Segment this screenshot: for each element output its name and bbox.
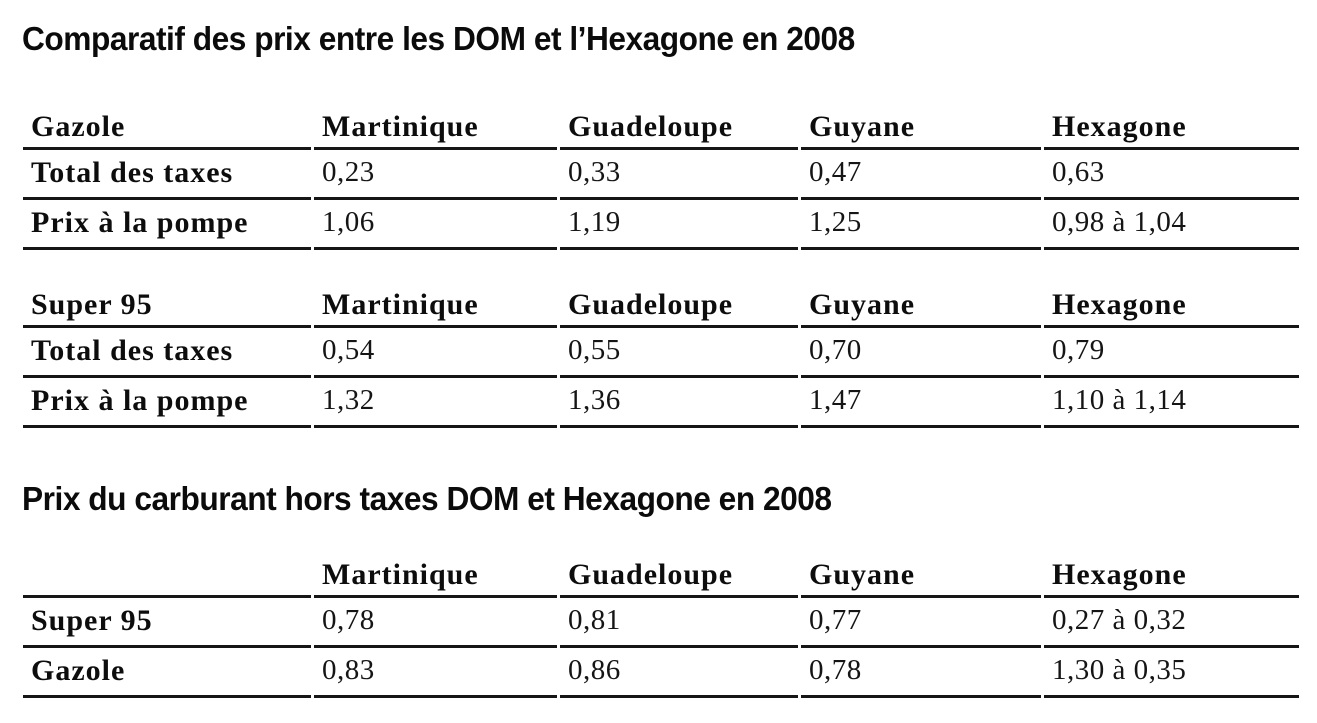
row-label-prix-a-la-pompe: Prix à la pompe [23, 200, 311, 250]
table-cell: 0,81 [560, 598, 798, 648]
table-cell: 0,78 [314, 598, 557, 648]
table-cell: 0,54 [314, 328, 557, 378]
table-row: Super 95 0,78 0,81 0,77 0,27 à 0,32 [23, 598, 1299, 648]
row-label-super-95: Super 95 [23, 598, 311, 648]
row-label-total-des-taxes: Total des taxes [23, 328, 311, 378]
column-header-empty [23, 548, 311, 598]
column-header-guyane: Guyane [801, 548, 1041, 598]
column-header-hexagone: Hexagone [1044, 100, 1299, 150]
table-cell: 1,36 [560, 378, 798, 428]
table-row: Total des taxes 0,23 0,33 0,47 0,63 [23, 150, 1299, 200]
table-cell: 1,10 à 1,14 [1044, 378, 1299, 428]
row-label-total-des-taxes: Total des taxes [23, 150, 311, 200]
table-cell: 0,98 à 1,04 [1044, 200, 1299, 250]
table-cell: 1,47 [801, 378, 1041, 428]
table-cell: 1,25 [801, 200, 1041, 250]
title-comparatif-prix: Comparatif des prix entre les DOM et l’H… [22, 20, 855, 57]
column-header-guyane: Guyane [801, 100, 1041, 150]
title-prix-hors-taxes: Prix du carburant hors taxes DOM et Hexa… [22, 480, 832, 517]
table-super-95: Super 95 Martinique Guadeloupe Guyane He… [20, 278, 1302, 428]
table-cell: 0,79 [1044, 328, 1299, 378]
column-header-martinique: Martinique [314, 100, 557, 150]
column-header-guadeloupe: Guadeloupe [560, 278, 798, 328]
table-cell: 0,77 [801, 598, 1041, 648]
table-gazole: Gazole Martinique Guadeloupe Guyane Hexa… [20, 100, 1302, 250]
table-cell: 0,70 [801, 328, 1041, 378]
column-header-hexagone: Hexagone [1044, 548, 1299, 598]
column-header-guyane: Guyane [801, 278, 1041, 328]
table-row: Gazole 0,83 0,86 0,78 1,30 à 0,35 [23, 648, 1299, 698]
table-cell: 1,06 [314, 200, 557, 250]
table-hors-taxes: Martinique Guadeloupe Guyane Hexagone Su… [20, 548, 1302, 698]
column-header-super-95: Super 95 [23, 278, 311, 328]
table-cell: 0,55 [560, 328, 798, 378]
table-cell: 0,23 [314, 150, 557, 200]
table-header-row: Super 95 Martinique Guadeloupe Guyane He… [23, 278, 1299, 328]
table-cell: 1,19 [560, 200, 798, 250]
table-row: Total des taxes 0,54 0,55 0,70 0,79 [23, 328, 1299, 378]
column-header-martinique: Martinique [314, 548, 557, 598]
table-cell: 0,86 [560, 648, 798, 698]
row-label-gazole: Gazole [23, 648, 311, 698]
column-header-guadeloupe: Guadeloupe [560, 548, 798, 598]
table-cell: 0,83 [314, 648, 557, 698]
column-header-guadeloupe: Guadeloupe [560, 100, 798, 150]
table-cell: 0,78 [801, 648, 1041, 698]
table-header-row: Martinique Guadeloupe Guyane Hexagone [23, 548, 1299, 598]
table-row: Prix à la pompe 1,32 1,36 1,47 1,10 à 1,… [23, 378, 1299, 428]
table-header-row: Gazole Martinique Guadeloupe Guyane Hexa… [23, 100, 1299, 150]
table-cell: 0,33 [560, 150, 798, 200]
table-row: Prix à la pompe 1,06 1,19 1,25 0,98 à 1,… [23, 200, 1299, 250]
column-header-hexagone: Hexagone [1044, 278, 1299, 328]
table-cell: 0,63 [1044, 150, 1299, 200]
table-cell: 1,32 [314, 378, 557, 428]
table-cell: 0,47 [801, 150, 1041, 200]
table-cell: 1,30 à 0,35 [1044, 648, 1299, 698]
row-label-prix-a-la-pompe: Prix à la pompe [23, 378, 311, 428]
column-header-gazole: Gazole [23, 100, 311, 150]
column-header-martinique: Martinique [314, 278, 557, 328]
table-cell: 0,27 à 0,32 [1044, 598, 1299, 648]
